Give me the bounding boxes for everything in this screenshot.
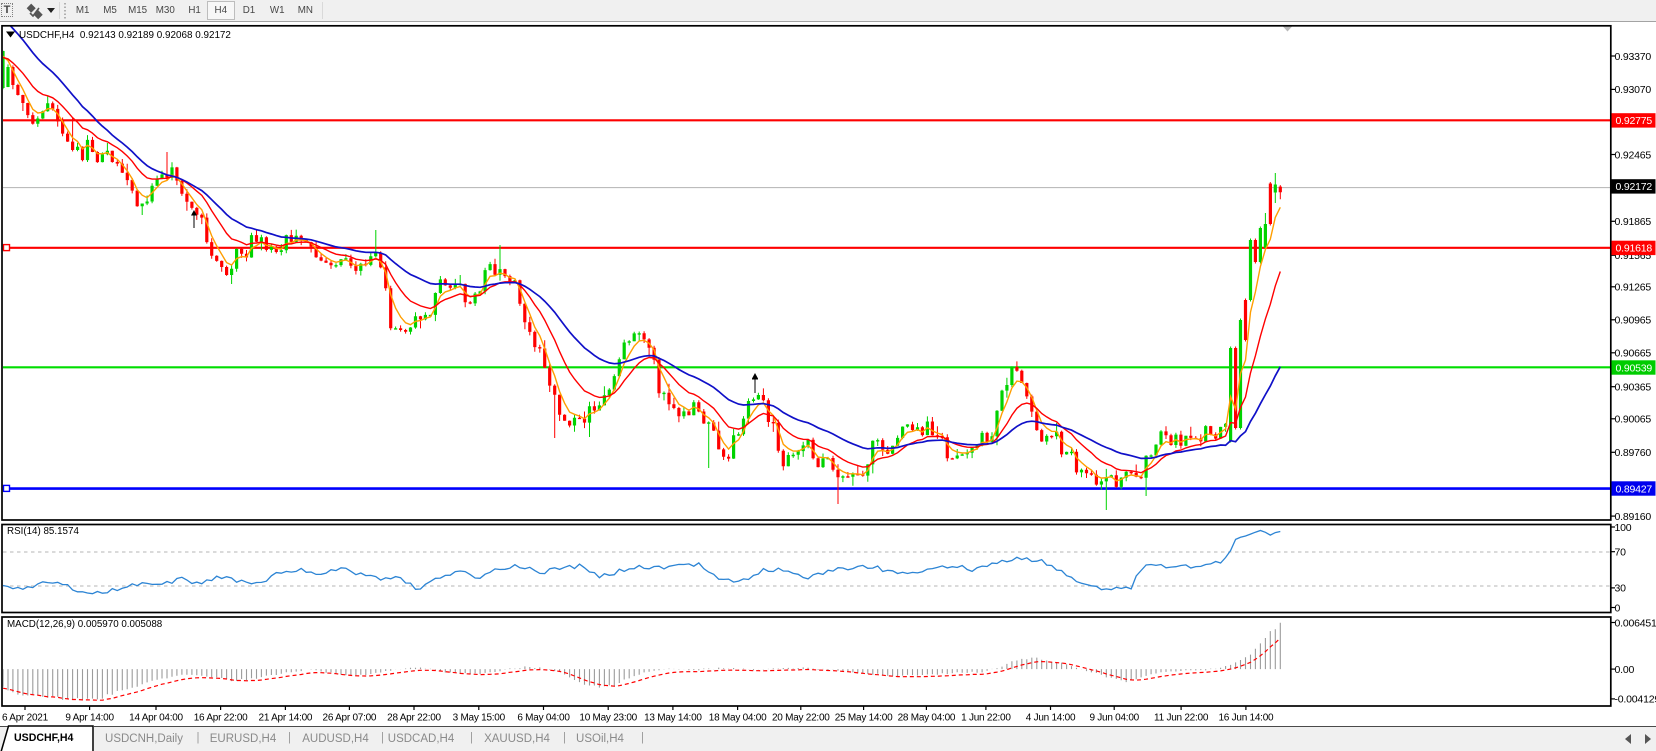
svg-text:4 Jun 14:00: 4 Jun 14:00 — [1026, 713, 1076, 724]
svg-text:0.91865: 0.91865 — [1615, 216, 1652, 228]
svg-text:0.92465: 0.92465 — [1615, 149, 1652, 161]
svg-text:-0.004129: -0.004129 — [1615, 694, 1656, 706]
svg-text:0.006451: 0.006451 — [1615, 617, 1656, 629]
svg-text:0.90965: 0.90965 — [1615, 315, 1652, 327]
svg-text:0.91618: 0.91618 — [1616, 243, 1653, 255]
svg-text:16 Apr 22:00: 16 Apr 22:00 — [194, 713, 248, 724]
svg-text:0.93370: 0.93370 — [1615, 51, 1652, 63]
svg-text:16 Jun 14:00: 16 Jun 14:00 — [1218, 713, 1274, 724]
svg-text:0.91265: 0.91265 — [1615, 282, 1652, 294]
svg-text:30: 30 — [1615, 583, 1627, 595]
svg-text:9 Apr 14:00: 9 Apr 14:00 — [65, 713, 114, 724]
svg-text:0.92172: 0.92172 — [1616, 181, 1653, 193]
svg-text:1 Jun 22:00: 1 Jun 22:00 — [961, 713, 1011, 724]
svg-text:6 May 04:00: 6 May 04:00 — [517, 713, 570, 724]
svg-text:0.90065: 0.90065 — [1615, 414, 1652, 426]
svg-text:18 May 04:00: 18 May 04:00 — [709, 713, 767, 724]
svg-text:28 May 04:00: 28 May 04:00 — [898, 713, 956, 724]
svg-text:25 May 14:00: 25 May 14:00 — [835, 713, 893, 724]
svg-text:MACD(12,26,9) 0.005970 0.00508: MACD(12,26,9) 0.005970 0.005088 — [7, 619, 163, 630]
svg-text:0.89427: 0.89427 — [1616, 483, 1653, 495]
svg-text:100: 100 — [1615, 522, 1632, 534]
svg-text:9 Jun 04:00: 9 Jun 04:00 — [1089, 713, 1139, 724]
svg-text:10 May 23:00: 10 May 23:00 — [579, 713, 637, 724]
svg-text:11 Jun 22:00: 11 Jun 22:00 — [1154, 713, 1209, 724]
svg-text:14 Apr 04:00: 14 Apr 04:00 — [129, 713, 183, 724]
svg-text:0.93070: 0.93070 — [1615, 84, 1652, 96]
svg-text:13 May 14:00: 13 May 14:00 — [644, 713, 702, 724]
svg-text:28 Apr 22:00: 28 Apr 22:00 — [387, 713, 441, 724]
svg-text:0: 0 — [1615, 602, 1621, 614]
svg-text:20 May 22:00: 20 May 22:00 — [772, 713, 830, 724]
svg-text:0.89160: 0.89160 — [1615, 511, 1652, 523]
svg-text:0.90539: 0.90539 — [1616, 362, 1653, 374]
svg-text:6 Apr 2021: 6 Apr 2021 — [2, 713, 49, 724]
svg-text:21 Apr 14:00: 21 Apr 14:00 — [259, 713, 313, 724]
svg-text:0.89760: 0.89760 — [1615, 447, 1652, 459]
svg-text:0.92775: 0.92775 — [1616, 115, 1653, 127]
svg-text:0.90665: 0.90665 — [1615, 348, 1652, 360]
svg-text:USDCHF,H4 0.92143 0.92189 0.9: USDCHF,H4 0.92143 0.92189 0.92068 0.9217… — [19, 30, 231, 41]
svg-text:26 Apr 07:00: 26 Apr 07:00 — [323, 713, 377, 724]
svg-text:0.00: 0.00 — [1615, 664, 1635, 676]
svg-text:0.90365: 0.90365 — [1615, 382, 1652, 394]
svg-text:70: 70 — [1615, 547, 1627, 559]
svg-text:RSI(14) 85.1574: RSI(14) 85.1574 — [7, 526, 79, 537]
svg-text:3 May 15:00: 3 May 15:00 — [453, 713, 506, 724]
